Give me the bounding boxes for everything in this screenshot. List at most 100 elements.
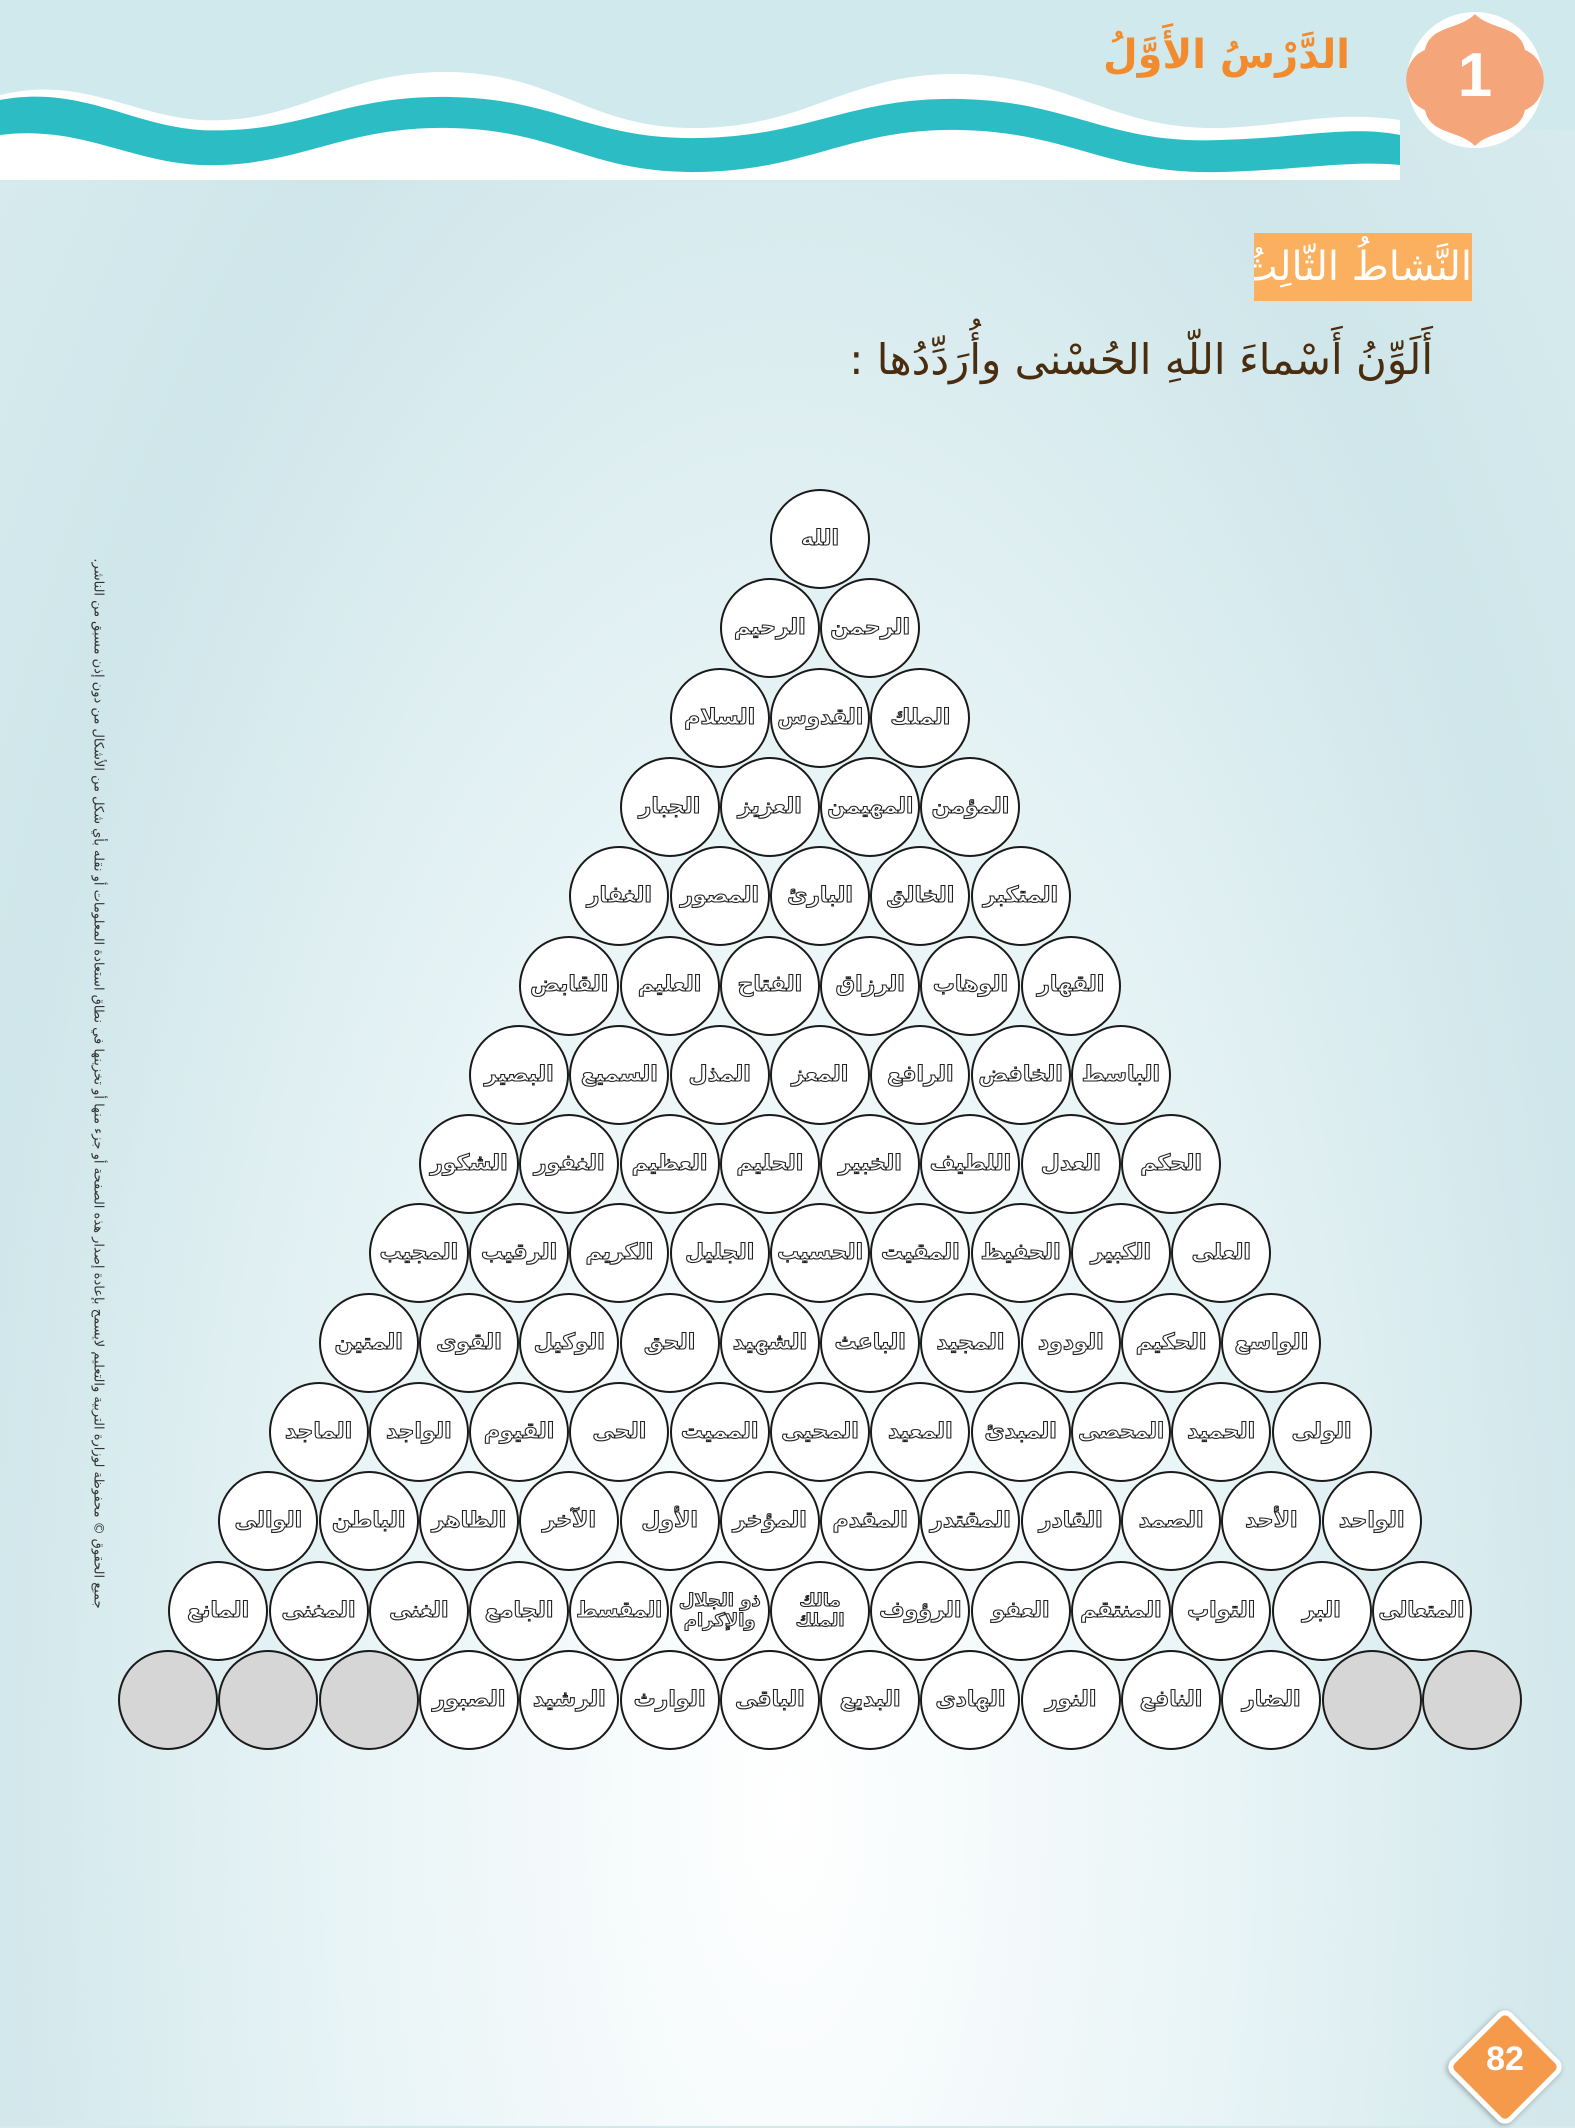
- name-circle[interactable]: العلى: [1171, 1203, 1272, 1304]
- name-circle[interactable]: الحق: [619, 1292, 720, 1393]
- name-circle[interactable]: ذو الجلال والإكرام: [669, 1560, 770, 1661]
- name-circle[interactable]: السلام: [669, 667, 770, 768]
- name-circle[interactable]: مالك الملك: [770, 1560, 870, 1661]
- name-circle[interactable]: المانع: [168, 1560, 269, 1661]
- name-circle[interactable]: الحكم: [1121, 1114, 1222, 1215]
- blank-circle[interactable]: [318, 1649, 419, 1750]
- name-circle[interactable]: الله: [770, 489, 870, 589]
- name-circle[interactable]: الخالق: [870, 846, 971, 947]
- name-circle[interactable]: الحفيظ: [970, 1203, 1071, 1304]
- name-circle[interactable]: الخبير: [820, 1114, 921, 1215]
- name-circle[interactable]: الرافع: [870, 1024, 971, 1125]
- name-circle[interactable]: المقتدر: [920, 1471, 1021, 1572]
- name-circle[interactable]: المذل: [669, 1024, 770, 1125]
- blank-circle[interactable]: [218, 1649, 319, 1750]
- name-circle[interactable]: العفو: [970, 1560, 1071, 1661]
- name-circle[interactable]: الوارث: [619, 1649, 720, 1750]
- name-circle[interactable]: المعيد: [870, 1382, 971, 1482]
- name-circle[interactable]: البديع: [820, 1649, 921, 1750]
- name-circle[interactable]: العزيز: [719, 756, 820, 857]
- name-circle[interactable]: الواجد: [368, 1382, 469, 1482]
- name-circle[interactable]: الشهيد: [719, 1292, 820, 1393]
- name-circle[interactable]: الأحد: [1221, 1471, 1322, 1572]
- name-circle[interactable]: المبدئ: [970, 1382, 1071, 1482]
- name-circle[interactable]: العدل: [1020, 1114, 1121, 1215]
- name-circle[interactable]: الحليم: [719, 1114, 820, 1215]
- name-circle[interactable]: الحكيم: [1121, 1292, 1222, 1393]
- name-circle[interactable]: الفتاح: [719, 935, 820, 1036]
- blank-circle[interactable]: [118, 1649, 219, 1750]
- name-circle[interactable]: المميت: [669, 1382, 770, 1482]
- name-circle[interactable]: المحصى: [1070, 1382, 1171, 1482]
- blank-circle[interactable]: [1321, 1649, 1422, 1750]
- name-circle[interactable]: الباطن: [318, 1471, 419, 1572]
- name-circle[interactable]: الضار: [1221, 1649, 1322, 1750]
- name-circle[interactable]: المهيمن: [820, 756, 921, 857]
- name-circle[interactable]: الوكيل: [519, 1292, 620, 1393]
- name-circle[interactable]: الظاهر: [418, 1471, 519, 1572]
- name-circle[interactable]: الباقى: [719, 1649, 820, 1750]
- name-circle[interactable]: النافع: [1121, 1649, 1222, 1750]
- name-circle[interactable]: البر: [1271, 1560, 1372, 1661]
- name-circle[interactable]: الشكور: [418, 1114, 519, 1215]
- name-circle[interactable]: القوى: [418, 1292, 519, 1393]
- name-circle[interactable]: الرحيم: [719, 578, 820, 679]
- name-circle[interactable]: الوهاب: [920, 935, 1021, 1036]
- name-circle[interactable]: الرشيد: [519, 1649, 620, 1750]
- name-circle[interactable]: النور: [1020, 1649, 1121, 1750]
- name-circle[interactable]: التواب: [1171, 1560, 1272, 1661]
- name-circle[interactable]: المحيى: [770, 1382, 870, 1482]
- name-circle[interactable]: الآخر: [519, 1471, 620, 1572]
- name-circle[interactable]: الوالى: [218, 1471, 319, 1572]
- name-circle[interactable]: الواحد: [1321, 1471, 1422, 1572]
- name-circle[interactable]: الرزاق: [820, 935, 921, 1036]
- name-circle[interactable]: الهادى: [920, 1649, 1021, 1750]
- name-circle[interactable]: القهار: [1020, 935, 1121, 1036]
- name-circle[interactable]: الحسيب: [770, 1203, 870, 1304]
- name-circle[interactable]: العظيم: [619, 1114, 720, 1215]
- name-circle[interactable]: المصور: [669, 846, 770, 947]
- name-circle[interactable]: الجبار: [619, 756, 720, 857]
- name-circle[interactable]: الواسع: [1221, 1292, 1322, 1393]
- name-circle[interactable]: الرحمن: [820, 578, 921, 679]
- name-circle[interactable]: السميع: [569, 1024, 670, 1125]
- name-circle[interactable]: البصير: [469, 1024, 570, 1125]
- name-circle[interactable]: الأول: [619, 1471, 720, 1572]
- name-circle[interactable]: المتكبر: [970, 846, 1071, 947]
- name-circle[interactable]: المقيت: [870, 1203, 971, 1304]
- name-circle[interactable]: المقدم: [820, 1471, 921, 1572]
- name-circle[interactable]: المنتقم: [1070, 1560, 1171, 1661]
- name-circle[interactable]: الملك: [870, 667, 971, 768]
- name-circle[interactable]: الماجد: [268, 1382, 369, 1482]
- name-circle[interactable]: المؤمن: [920, 756, 1021, 857]
- name-circle[interactable]: الغفار: [569, 846, 670, 947]
- name-circle[interactable]: المؤخر: [719, 1471, 820, 1572]
- name-circle[interactable]: الجليل: [669, 1203, 770, 1304]
- name-circle[interactable]: الحميد: [1171, 1382, 1272, 1482]
- name-circle[interactable]: المتين: [318, 1292, 419, 1393]
- name-circle[interactable]: المعز: [770, 1024, 870, 1125]
- name-circle[interactable]: القيوم: [469, 1382, 570, 1482]
- name-circle[interactable]: العليم: [619, 935, 720, 1036]
- name-circle[interactable]: الخافض: [970, 1024, 1071, 1125]
- name-circle[interactable]: الباسط: [1070, 1024, 1171, 1125]
- name-circle[interactable]: الولى: [1271, 1382, 1372, 1482]
- name-circle[interactable]: الغنى: [368, 1560, 469, 1661]
- name-circle[interactable]: الباعث: [820, 1292, 921, 1393]
- name-circle[interactable]: الغفور: [519, 1114, 620, 1215]
- name-circle[interactable]: المتعالى: [1371, 1560, 1472, 1661]
- name-circle[interactable]: الكريم: [569, 1203, 670, 1304]
- name-circle[interactable]: الرقيب: [469, 1203, 570, 1304]
- name-circle[interactable]: الصمد: [1121, 1471, 1222, 1572]
- name-circle[interactable]: البارئ: [770, 846, 870, 947]
- name-circle[interactable]: القابض: [519, 935, 620, 1036]
- name-circle[interactable]: المجيد: [920, 1292, 1021, 1393]
- name-circle[interactable]: القادر: [1020, 1471, 1121, 1572]
- name-circle[interactable]: الحى: [569, 1382, 670, 1482]
- name-circle[interactable]: الودود: [1020, 1292, 1121, 1393]
- name-circle[interactable]: المقسط: [569, 1560, 670, 1661]
- blank-circle[interactable]: [1421, 1649, 1522, 1750]
- name-circle[interactable]: الصبور: [418, 1649, 519, 1750]
- name-circle[interactable]: الكبير: [1070, 1203, 1171, 1304]
- name-circle[interactable]: القدوس: [770, 667, 870, 768]
